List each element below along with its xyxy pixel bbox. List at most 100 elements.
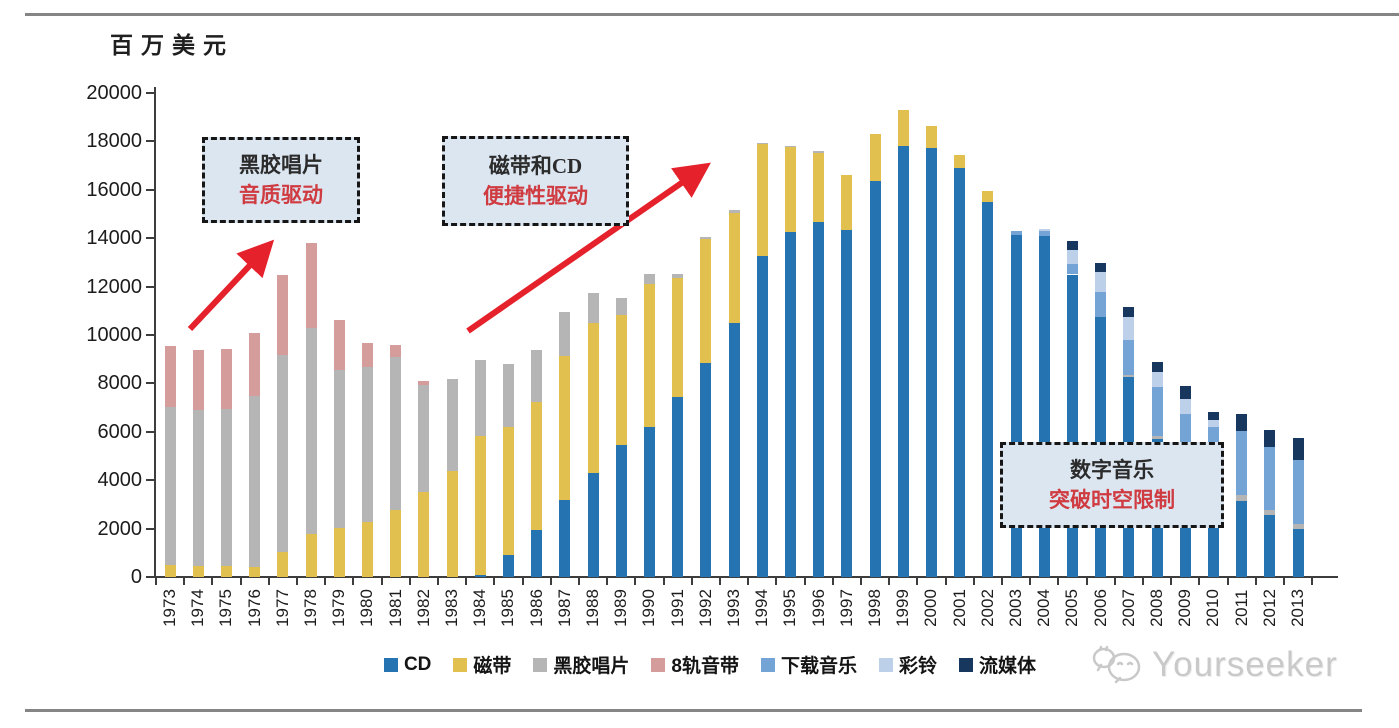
x-tick-mark [408, 578, 411, 585]
bar-segment-2010 [1207, 480, 1219, 577]
x-tick-mark [1000, 578, 1003, 585]
legend-item: 磁带 [453, 651, 511, 678]
bar-segment-1978 [305, 327, 317, 534]
y-tick-mark [146, 576, 154, 578]
bar-segment-1993 [728, 323, 740, 577]
x-tick-label: 1991 [667, 589, 687, 627]
annotation-digital: 数字音乐 突破时空限制 [1000, 442, 1224, 528]
x-tick-mark [1198, 578, 1201, 585]
bar-segment-2005 [1066, 263, 1078, 275]
bar-segment-1991 [672, 396, 684, 577]
legend-swatch [533, 657, 548, 672]
bar-segment-2003 [1010, 230, 1022, 235]
x-tick-label: 2011 [1231, 589, 1251, 627]
annotation-cassette-cd-title: 磁带和CD [488, 154, 583, 178]
bar-segment-1978 [305, 533, 317, 577]
bar-segment-2005 [1066, 250, 1078, 264]
x-tick-label: 2000 [921, 589, 941, 627]
x-tick-label: 1989 [611, 589, 631, 627]
x-tick-mark [1226, 578, 1229, 585]
x-tick-label: 1980 [357, 589, 377, 627]
bar-segment-1973 [164, 406, 176, 566]
legend-label: 彩铃 [899, 656, 938, 677]
bar-segment-2013 [1292, 528, 1304, 577]
y-tick-mark [146, 527, 154, 530]
legend-swatch [651, 657, 666, 672]
x-tick-label: 2004 [1034, 589, 1054, 627]
x-tick-mark [916, 578, 919, 585]
x-tick-label: 1986 [526, 589, 546, 627]
bar-segment-2005 [1066, 274, 1078, 577]
bar-segment-2013 [1292, 523, 1304, 529]
x-tick-mark [1254, 578, 1257, 585]
bar-segment-1977 [277, 552, 289, 577]
y-tick-label: 16000 [86, 178, 142, 201]
x-tick-label: 1981 [385, 589, 405, 627]
x-tick-label: 2012 [1259, 589, 1279, 627]
legend-item: CD [383, 654, 431, 676]
bar-segment-1977 [277, 354, 289, 553]
bar-segment-2012 [1264, 515, 1276, 577]
x-tick-label: 1973 [160, 589, 179, 627]
bar-segment-1983 [446, 378, 458, 471]
x-tick-label: 1988 [583, 589, 602, 627]
bar-segment-2012 [1264, 510, 1276, 516]
x-tick-mark [606, 578, 609, 585]
y-tick-label: 10000 [86, 324, 142, 346]
y-tick-mark [146, 479, 154, 482]
x-tick-mark [1282, 578, 1285, 585]
bar-segment-1982 [418, 491, 430, 577]
y-tick-mark [146, 382, 154, 385]
annotation-cassette-cd-subtitle: 便捷性驱动 [483, 184, 588, 208]
y-tick-label: 14000 [86, 227, 142, 250]
x-tick-mark [888, 578, 891, 585]
bar-segment-1990 [643, 426, 655, 577]
watermark-text: Yourseeker [1152, 645, 1338, 684]
y-tick-mark [146, 92, 154, 94]
bar-segment-1979 [333, 319, 345, 371]
bar-segment-2011 [1236, 430, 1248, 495]
bar-segment-2011 [1236, 494, 1248, 501]
x-tick-mark [183, 578, 186, 585]
bar-segment-1985 [502, 555, 514, 577]
bar-segment-1984 [474, 574, 486, 577]
y-tick-mark [146, 285, 154, 288]
bar-segment-1981 [390, 344, 402, 358]
bar-segment-1996 [813, 151, 825, 153]
legend-swatch [383, 657, 398, 672]
x-tick-mark [944, 578, 947, 585]
legend-item: 彩铃 [879, 651, 937, 678]
y-axis-line [154, 87, 156, 578]
bar-segment-1995 [784, 146, 796, 233]
bottom-divider [25, 709, 1362, 712]
bar-segment-1986 [531, 350, 543, 403]
bar-segment-2007 [1123, 340, 1135, 376]
bar-segment-2011 [1236, 413, 1248, 431]
y-tick-label: 12000 [86, 275, 142, 298]
x-tick-mark [1113, 578, 1116, 585]
x-tick-mark [521, 578, 524, 585]
x-tick-label: 1999 [893, 589, 913, 627]
x-tick-mark [493, 578, 496, 585]
x-tick-label: 2005 [1062, 589, 1082, 627]
x-tick-label: 1995 [780, 589, 800, 627]
x-tick-mark [324, 578, 327, 585]
bar-segment-1980 [361, 366, 373, 522]
bar-segment-1988 [587, 473, 599, 577]
y-tick-label: 6000 [97, 420, 143, 443]
legend-swatch [761, 657, 775, 672]
x-tick-label: 1993 [724, 589, 743, 627]
y-tick-label: 8000 [97, 372, 143, 395]
legend-swatch [453, 657, 468, 672]
bar-segment-1981 [390, 357, 402, 511]
bar-segment-1999 [897, 145, 909, 577]
bar-segment-2008 [1151, 435, 1163, 440]
x-tick-mark [1029, 578, 1032, 585]
x-tick-label: 1978 [301, 589, 320, 627]
legend-item: 流媒体 [959, 651, 1036, 678]
bar-segment-1975 [220, 349, 232, 410]
legend-swatch [879, 657, 894, 672]
legend: CD 磁带 黑胶唱片 8轨音带 下载音乐 彩铃 流媒体 [300, 651, 1120, 678]
bar-segment-2007 [1123, 306, 1135, 317]
bar-segment-1983 [446, 470, 458, 577]
